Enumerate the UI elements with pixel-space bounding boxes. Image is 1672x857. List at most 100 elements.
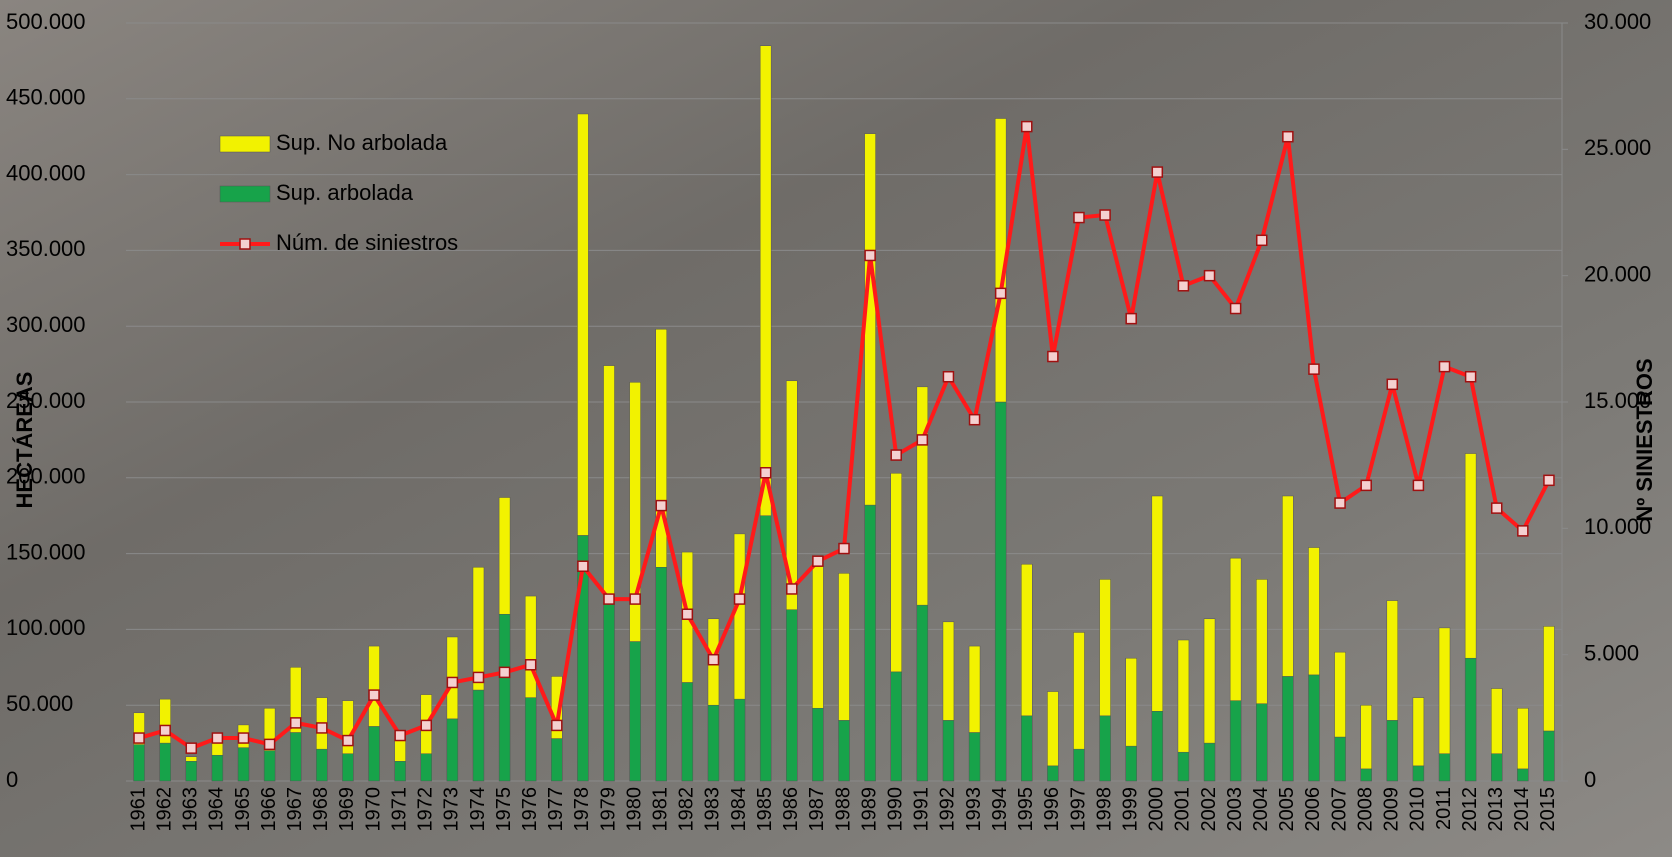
bar-segment <box>1047 692 1058 766</box>
x-tick-label: 1990 <box>884 787 906 832</box>
bar-segment <box>369 726 380 781</box>
bar-segment <box>734 699 745 781</box>
x-tick-label: 1994 <box>989 787 1011 832</box>
bar-segment <box>1387 601 1398 721</box>
bar-segment <box>551 739 562 781</box>
legend-marker <box>240 239 250 249</box>
bar-segment <box>1465 658 1476 781</box>
x-tick-label: 2009 <box>1381 787 1403 832</box>
bar-segment <box>786 610 797 781</box>
line-marker <box>1231 304 1241 314</box>
bar-segment <box>238 748 249 781</box>
x-tick-label: 1985 <box>754 787 776 832</box>
bar-segment <box>1126 658 1137 746</box>
bar-segment <box>473 690 484 781</box>
bar-segment <box>1361 705 1372 769</box>
line-marker <box>630 594 640 604</box>
line-marker <box>1126 314 1136 324</box>
bar-segment <box>134 745 145 781</box>
x-tick-label: 2015 <box>1537 787 1559 832</box>
bar-segment <box>969 646 980 732</box>
line-marker <box>708 655 718 665</box>
x-tick-label: 1978 <box>571 787 593 832</box>
line-marker <box>186 743 196 753</box>
line-marker <box>1309 364 1319 374</box>
line-marker <box>865 250 875 260</box>
line-marker <box>265 739 275 749</box>
y2-tick-label: 15.000 <box>1584 388 1651 413</box>
bar-segment <box>473 567 484 690</box>
bar-segment <box>1282 676 1293 781</box>
y-tick-label: 250.000 <box>6 388 86 413</box>
x-tick-label: 1973 <box>441 787 463 832</box>
legend-label: Núm. de siniestros <box>276 230 458 255</box>
x-tick-label: 2004 <box>1250 787 1272 832</box>
x-tick-label: 2007 <box>1328 787 1350 832</box>
bar-segment <box>1152 711 1163 781</box>
y-tick-label: 450.000 <box>6 85 86 110</box>
x-tick-label: 1969 <box>336 787 358 832</box>
line-marker <box>1544 475 1554 485</box>
y2-tick-label: 25.000 <box>1584 135 1651 160</box>
line-marker <box>1074 213 1084 223</box>
line-marker <box>1361 480 1371 490</box>
line-marker <box>1466 372 1476 382</box>
bar-segment <box>1100 716 1111 781</box>
bar-segment <box>760 516 771 781</box>
line-marker <box>291 718 301 728</box>
x-tick-label: 1972 <box>415 787 437 832</box>
line-marker <box>656 501 666 511</box>
y2-axis-title: Nº SINIESTROS <box>1632 358 1657 521</box>
y-tick-label: 300.000 <box>6 312 86 337</box>
line-marker <box>996 288 1006 298</box>
line-marker <box>1257 235 1267 245</box>
bar-segment <box>499 614 510 781</box>
line-marker <box>1100 210 1110 220</box>
legend-label: Sup. arbolada <box>276 180 414 205</box>
bar-segment <box>186 757 197 762</box>
bar-segment <box>943 720 954 781</box>
y-tick-label: 500.000 <box>6 9 86 34</box>
line-marker <box>369 690 379 700</box>
bar-segment <box>656 567 667 781</box>
line-marker <box>917 435 927 445</box>
y-tick-label: 50.000 <box>6 691 73 716</box>
x-tick-label: 1976 <box>519 787 541 832</box>
bar-segment <box>1335 652 1346 737</box>
bar-segment <box>917 387 928 605</box>
x-tick-label: 2005 <box>1276 787 1298 832</box>
x-tick-label: 1991 <box>911 787 933 832</box>
x-tick-label: 1966 <box>258 787 280 832</box>
bar-segment <box>1543 626 1554 731</box>
bar-segment <box>1073 749 1084 781</box>
x-tick-label: 2012 <box>1459 787 1481 832</box>
line-marker <box>317 723 327 733</box>
bar-segment <box>1100 579 1111 715</box>
bar-segment <box>1491 689 1502 754</box>
y-tick-label: 400.000 <box>6 160 86 185</box>
x-tick-label: 1984 <box>728 787 750 832</box>
line-marker <box>1178 281 1188 291</box>
x-tick-label: 2000 <box>1146 787 1168 832</box>
x-tick-label: 1988 <box>832 787 854 832</box>
line-marker <box>839 544 849 554</box>
line-marker <box>1518 526 1528 536</box>
bar-segment <box>1387 720 1398 781</box>
line-marker <box>891 450 901 460</box>
bar-segment <box>1021 564 1032 716</box>
bar-segment <box>525 596 536 698</box>
bar-segment <box>160 743 171 781</box>
x-tick-label: 1961 <box>127 787 149 832</box>
x-tick-label: 1998 <box>1093 787 1115 832</box>
x-tick-label: 1962 <box>153 787 175 832</box>
bar-segment <box>865 505 876 781</box>
line-marker <box>526 660 536 670</box>
bar-segment <box>656 329 667 567</box>
line-marker <box>421 720 431 730</box>
bar-segment <box>1543 731 1554 781</box>
x-tick-label: 1980 <box>623 787 645 832</box>
legend-swatch <box>220 186 270 202</box>
bar-segment <box>212 755 223 781</box>
bar-segment <box>1439 628 1450 754</box>
line-marker <box>813 556 823 566</box>
